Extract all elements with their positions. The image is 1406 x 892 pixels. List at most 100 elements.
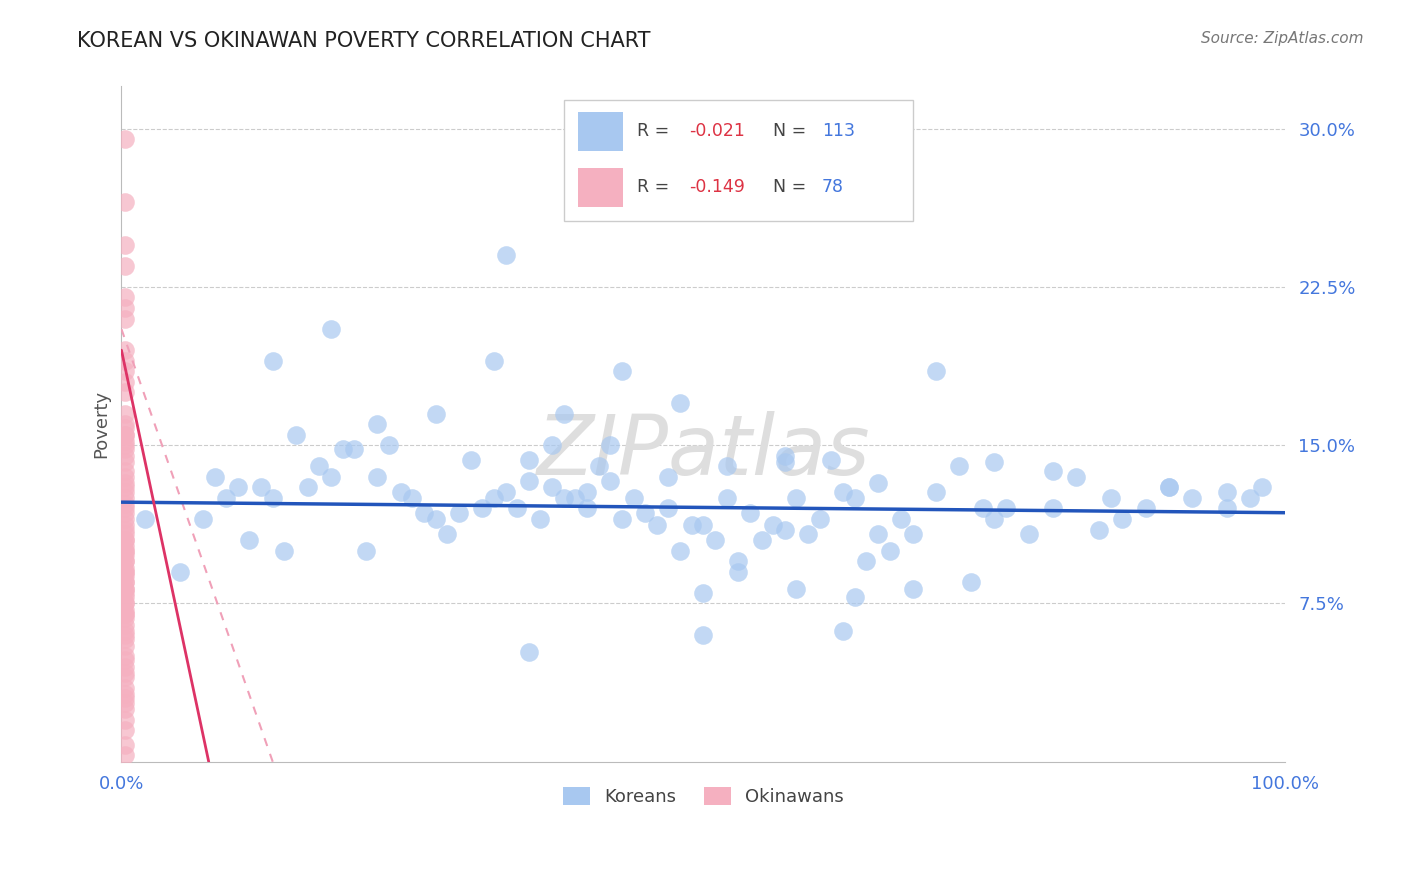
Point [657,501,679,516]
Point [866,526,889,541]
Point [191,512,214,526]
Point [553,491,575,505]
Point [541,480,564,494]
Point [226,480,249,494]
Point [114,543,136,558]
Point [1216,484,1239,499]
Point [517,645,540,659]
Point [495,484,517,499]
Point [517,474,540,488]
Point [529,512,551,526]
Point [262,491,284,505]
Point [495,248,517,262]
Point [114,290,136,304]
Point [482,353,505,368]
Point [832,484,855,499]
Point [447,506,470,520]
Point [599,474,621,488]
Point [114,660,136,674]
Point [1216,501,1239,516]
Point [343,442,366,457]
Point [575,484,598,499]
Point [808,512,831,526]
Point [114,560,136,574]
Point [354,543,377,558]
Point [114,590,136,604]
Point [134,512,156,526]
Point [366,470,388,484]
Point [332,442,354,457]
Text: Source: ZipAtlas.com: Source: ZipAtlas.com [1201,31,1364,46]
Point [114,427,136,442]
Point [425,512,447,526]
Point [114,681,136,695]
Point [114,575,136,590]
Point [1042,501,1064,516]
Point [844,590,866,604]
Point [114,343,136,358]
Point [285,427,308,442]
Point [366,417,388,431]
Point [1088,523,1111,537]
Point [114,575,136,590]
Point [623,491,645,505]
Point [114,565,136,579]
Point [425,407,447,421]
Point [553,407,575,421]
Point [114,617,136,632]
Point [1099,491,1122,505]
Point [517,453,540,467]
Point [114,639,136,653]
Point [114,484,136,499]
Point [669,543,692,558]
Point [1064,470,1087,484]
Point [114,565,136,579]
Point [114,364,136,378]
Point [610,512,633,526]
Point [994,501,1017,516]
Point [114,449,136,463]
Point [114,586,136,600]
Point [114,518,136,533]
Point [564,491,586,505]
Point [114,540,136,554]
Point [506,501,529,516]
Point [114,582,136,596]
Point [114,132,136,146]
Point [1111,512,1133,526]
Point [114,311,136,326]
Point [297,480,319,494]
Point [114,427,136,442]
Point [436,526,458,541]
Point [471,501,494,516]
Point [879,543,901,558]
Point [820,453,842,467]
Point [114,670,136,684]
Point [1157,480,1180,494]
Point [114,480,136,494]
Point [114,543,136,558]
Point [785,491,807,505]
Point [960,575,983,590]
Point [482,491,505,505]
Point [114,607,136,621]
Point [773,449,796,463]
Point [972,501,994,516]
Point [114,438,136,452]
Point [238,533,260,548]
Point [1042,463,1064,477]
Point [413,506,436,520]
Point [855,554,877,568]
Point [401,491,423,505]
Point [114,301,136,315]
Point [114,611,136,625]
Text: KOREAN VS OKINAWAN POVERTY CORRELATION CHART: KOREAN VS OKINAWAN POVERTY CORRELATION C… [77,31,651,51]
Point [114,523,136,537]
Point [716,459,738,474]
Point [901,582,924,596]
Point [114,407,136,421]
Point [114,691,136,706]
Point [692,518,714,533]
Point [319,470,342,484]
Point [114,603,136,617]
